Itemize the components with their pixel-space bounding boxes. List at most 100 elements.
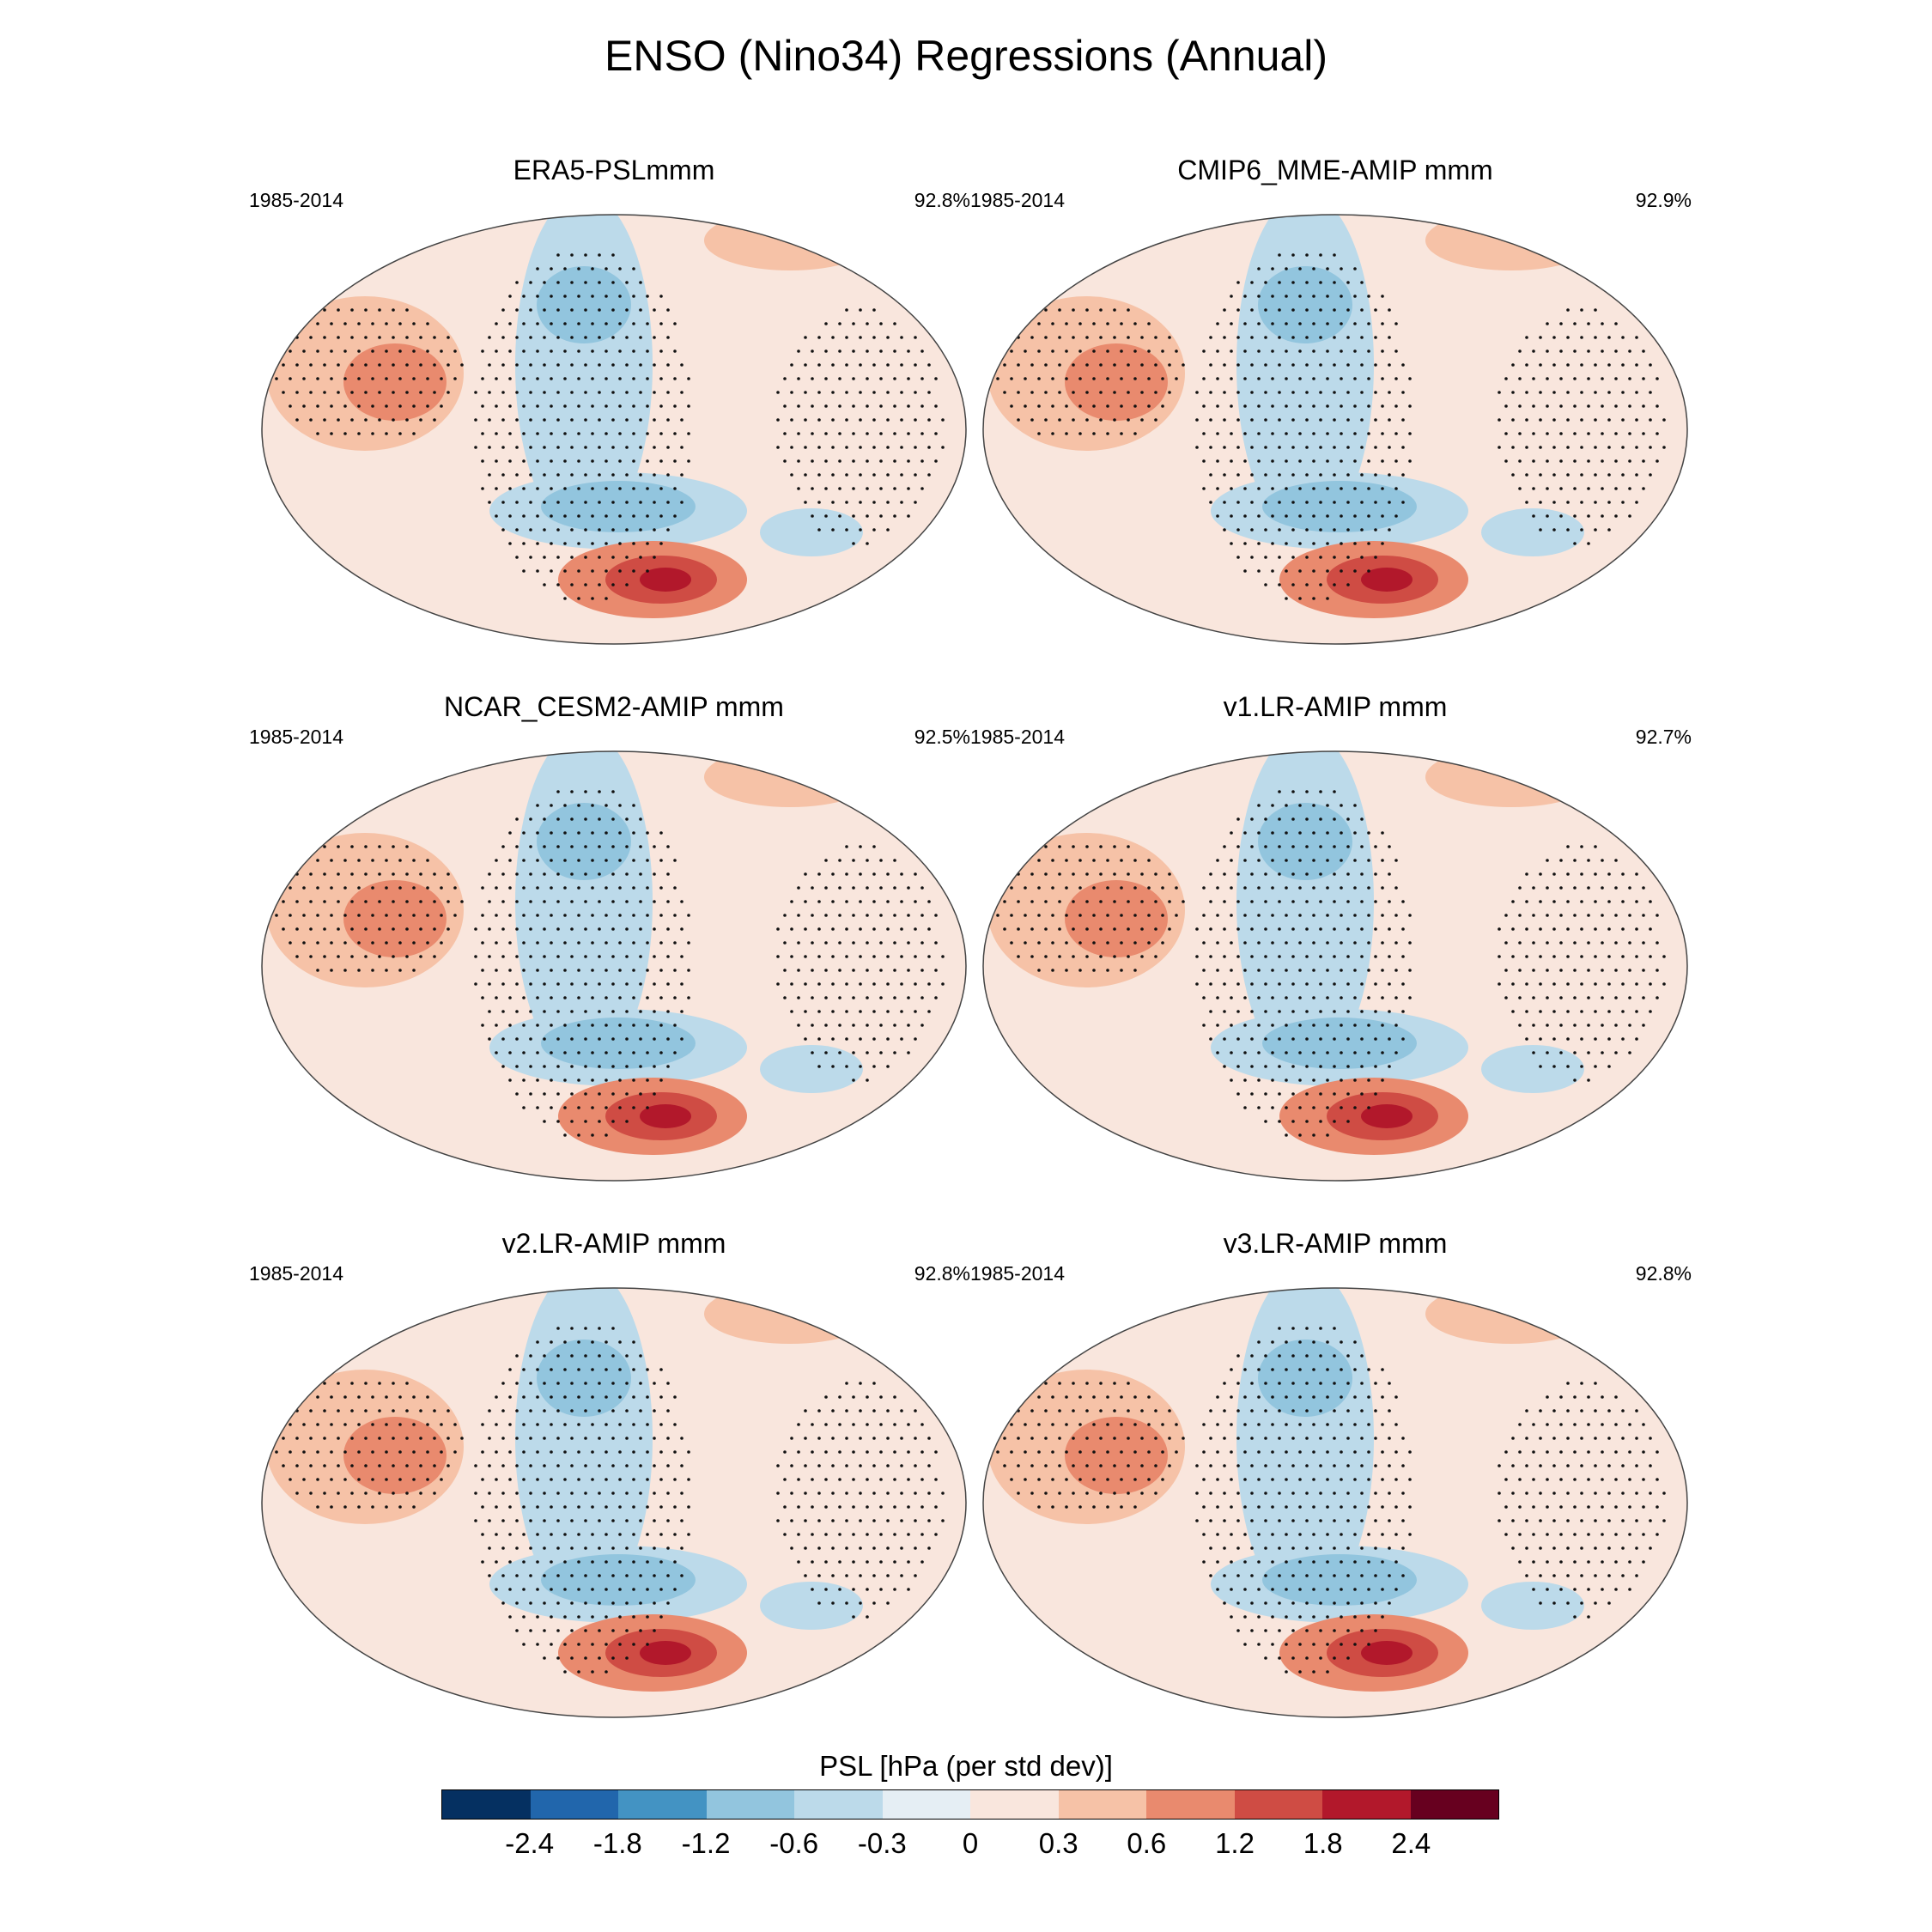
significance-dot	[1607, 1065, 1611, 1068]
significance-dot	[1092, 1423, 1096, 1426]
significance-dot	[996, 377, 999, 380]
significance-dot	[1401, 1037, 1405, 1041]
significance-dot	[1607, 336, 1611, 339]
significance-dot	[460, 363, 464, 367]
significance-dot	[845, 845, 848, 848]
significance-dot	[488, 1409, 491, 1413]
significance-dot	[536, 1340, 539, 1344]
anomaly-region	[541, 481, 696, 532]
significance-dot	[1381, 487, 1384, 490]
significance-dot	[1319, 336, 1322, 339]
significance-dot	[845, 363, 848, 367]
anomaly-region	[537, 266, 631, 343]
significance-dot	[309, 872, 313, 876]
colorbar-label: -0.6	[769, 1827, 819, 1859]
significance-dot	[501, 1601, 505, 1605]
significance-dot	[1401, 1464, 1405, 1467]
anomaly-region	[1262, 1018, 1417, 1069]
significance-dot	[1326, 1560, 1329, 1564]
significance-dot	[1312, 597, 1315, 600]
significance-dot	[515, 446, 519, 449]
significance-dot	[659, 1078, 663, 1082]
significance-dot	[1594, 446, 1597, 449]
significance-dot	[1065, 377, 1068, 380]
significance-dot	[1367, 1423, 1370, 1426]
significance-dot	[385, 432, 388, 435]
significance-dot	[337, 872, 340, 876]
significance-dot	[1642, 1560, 1645, 1564]
significance-dot	[1374, 1409, 1377, 1413]
significance-dot	[1285, 404, 1288, 408]
significance-dot	[1374, 446, 1377, 449]
significance-dot	[653, 363, 656, 367]
significance-dot	[1291, 1519, 1295, 1522]
significance-dot	[673, 1051, 677, 1054]
significance-dot	[1635, 1037, 1638, 1041]
significance-dot	[1147, 322, 1151, 325]
significance-dot	[1525, 1409, 1528, 1413]
significance-dot	[577, 1078, 580, 1082]
significance-dot	[783, 941, 787, 945]
significance-dot	[1230, 1450, 1233, 1454]
significance-dot	[859, 363, 862, 367]
significance-dot	[1353, 1395, 1357, 1399]
significance-dot	[866, 459, 869, 463]
significance-dot	[618, 859, 622, 862]
significance-dot	[556, 253, 560, 257]
significance-dot	[886, 900, 890, 903]
significance-dot	[646, 1450, 649, 1454]
significance-dot	[1333, 528, 1336, 532]
colorbar-label: -2.4	[505, 1827, 555, 1859]
significance-dot	[392, 1409, 395, 1413]
significance-dot	[1566, 363, 1570, 367]
significance-dot	[392, 1464, 395, 1467]
significance-dot	[659, 295, 663, 298]
significance-dot	[1236, 982, 1240, 986]
significance-dot	[1374, 501, 1377, 504]
significance-dot	[1271, 1051, 1274, 1054]
significance-dot	[811, 1423, 814, 1426]
significance-dot	[1594, 528, 1597, 532]
significance-dot	[632, 295, 635, 298]
significance-dot	[1381, 459, 1384, 463]
significance-dot	[673, 886, 677, 890]
significance-dot	[488, 900, 491, 903]
significance-dot	[1264, 1546, 1267, 1550]
significance-dot	[1072, 1437, 1075, 1440]
significance-dot	[1003, 363, 1006, 367]
significance-dot	[1319, 281, 1322, 284]
anomaly-region	[640, 1641, 691, 1665]
significance-dot	[405, 1409, 409, 1413]
significance-dot	[625, 982, 629, 986]
significance-dot	[605, 295, 608, 298]
significance-dot	[1257, 1533, 1261, 1536]
significance-dot	[804, 1574, 807, 1577]
significance-dot	[845, 336, 848, 339]
significance-dot	[1607, 363, 1611, 367]
significance-dot	[508, 831, 512, 835]
significance-dot	[598, 1546, 601, 1550]
significance-dot	[1243, 1478, 1247, 1481]
significance-dot	[584, 1601, 587, 1605]
significance-dot	[804, 1037, 807, 1041]
significance-dot	[927, 1010, 931, 1013]
significance-dot	[1319, 308, 1322, 312]
significance-dot	[330, 349, 333, 353]
significance-dot	[1305, 1574, 1309, 1577]
significance-dot	[1401, 501, 1405, 504]
significance-dot	[501, 1492, 505, 1495]
significance-dot	[1340, 1395, 1343, 1399]
significance-dot	[625, 556, 629, 559]
significance-dot	[1340, 404, 1343, 408]
significance-dot	[1388, 501, 1391, 504]
significance-dot	[632, 996, 635, 999]
significance-dot	[1374, 473, 1377, 477]
significance-dot	[852, 1588, 855, 1591]
significance-dot	[1532, 349, 1535, 353]
significance-dot	[1120, 1423, 1123, 1426]
significance-dot	[852, 514, 855, 518]
anomaly-region	[541, 1018, 696, 1069]
significance-dot	[1532, 1478, 1535, 1481]
significance-dot	[412, 322, 416, 325]
significance-dot	[289, 349, 292, 353]
